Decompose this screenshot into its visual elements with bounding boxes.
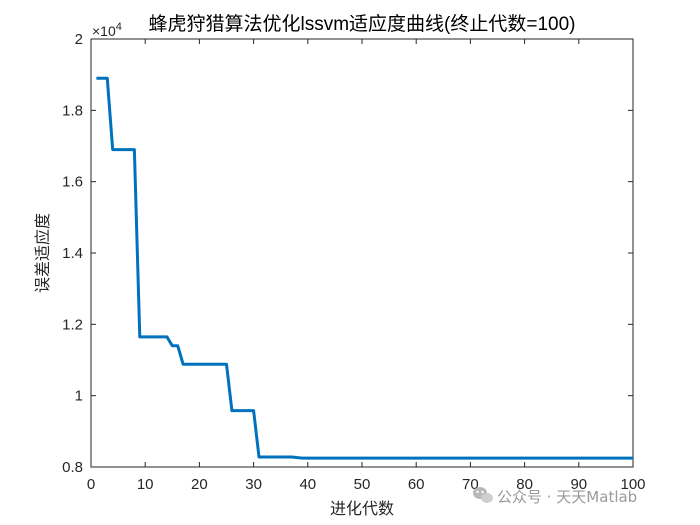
fitness-curve-points — [96, 78, 634, 459]
wechat-icon — [473, 487, 493, 503]
watermark-text: 公众号 · 天天Matlab — [497, 488, 637, 506]
y-exponent-power: 4 — [116, 21, 122, 33]
y-tick-label: 1 — [75, 388, 83, 405]
x-tick-label: 20 — [191, 476, 208, 493]
y-tick-label: 1.8 — [62, 102, 83, 119]
x-tick-label: 90 — [570, 476, 587, 493]
x-tick-label: 0 — [87, 476, 95, 493]
y-tick-label: 0.8 — [62, 459, 83, 476]
fitness-curve-line — [96, 76, 633, 460]
y-axis-ticks: 0.8 1 1.2 1.4 1.6 1.8 2 — [62, 31, 633, 476]
y-tick-label: 1.4 — [62, 245, 83, 262]
x-tick-label: 40 — [299, 476, 316, 493]
x-tick-label: 50 — [354, 476, 371, 493]
y-axis-exponent: ×104 — [92, 21, 122, 39]
x-tick-label: 70 — [462, 476, 479, 493]
plot-area — [90, 38, 634, 468]
y-tick-label: 1.6 — [62, 174, 83, 191]
y-tick-label: 1.2 — [62, 316, 83, 333]
chart-title: 蜂虎狩猎算法优化lssvm适应度曲线(终止代数=100) — [148, 13, 575, 35]
x-tick-label: 10 — [137, 476, 154, 493]
x-tick-label: 80 — [516, 476, 533, 493]
y-axis-label: 误差适应度 — [33, 213, 52, 293]
x-axis-ticks: 0 10 20 30 40 50 60 70 80 90 100 — [87, 39, 646, 493]
watermark: 公众号 · 天天Matlab — [473, 487, 637, 506]
x-axis-label: 进化代数 — [330, 499, 394, 518]
x-tick-label: 100 — [620, 476, 645, 493]
y-tick-label: 2 — [75, 31, 83, 48]
y-exponent-base: ×10 — [92, 23, 116, 39]
x-tick-label: 30 — [245, 476, 262, 493]
x-tick-label: 60 — [408, 476, 425, 493]
